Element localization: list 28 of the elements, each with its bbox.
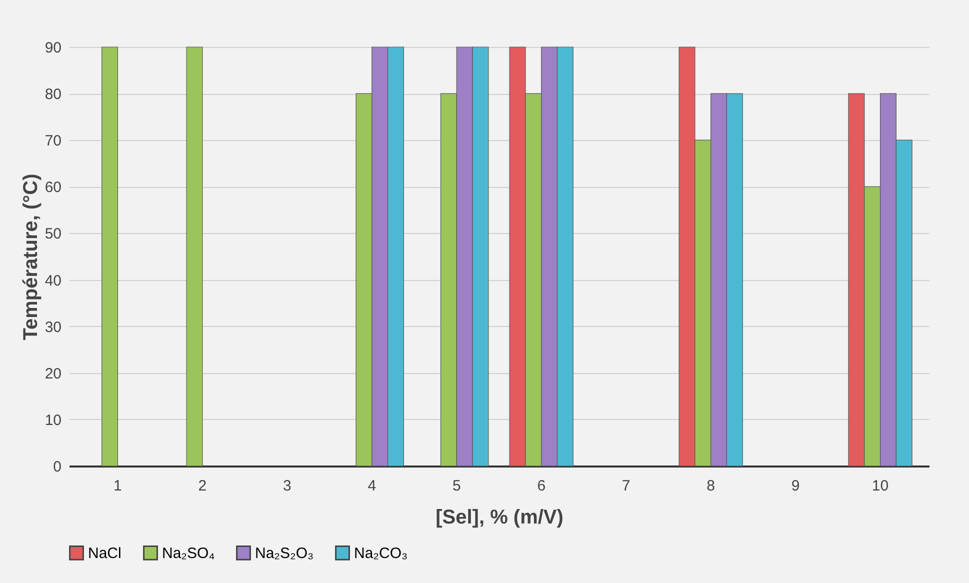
x-axis-title: [Sel], % (m/V) — [436, 506, 564, 528]
x-tick-label: 6 — [537, 478, 546, 494]
legend-label: Na₂CO₃ — [354, 544, 408, 562]
y-tick-label: 80 — [44, 86, 62, 104]
x-tick-label: 9 — [791, 478, 800, 494]
y-axis-title: Température, (°C) — [20, 174, 42, 340]
legend-label: NaCl — [88, 544, 122, 562]
x-tick-label: 5 — [452, 478, 461, 494]
x-tick-label: 8 — [706, 478, 715, 494]
y-tick-label: 10 — [44, 412, 62, 429]
y-tick-label: 50 — [44, 226, 62, 243]
x-tick-label: 4 — [368, 478, 376, 494]
legend-label: Na₂SO₄ — [162, 544, 215, 562]
y-tick-label: 20 — [44, 365, 62, 382]
x-tick-label: 7 — [622, 478, 630, 494]
y-tick-label: 90 — [44, 40, 62, 56]
y-tick-label: 60 — [44, 179, 62, 196]
y-tick-label: 0 — [53, 458, 62, 476]
x-tick-label: 2 — [198, 478, 207, 494]
bar — [186, 46, 203, 466]
y-tick-label: 70 — [44, 132, 62, 150]
x-tick-label: 3 — [283, 478, 292, 494]
y-tick-label: 40 — [44, 272, 62, 290]
x-tick-label: 1 — [114, 478, 122, 494]
legend-label: Na₂S₂O₃ — [255, 544, 314, 562]
y-tick-label: 30 — [44, 318, 62, 336]
x-tick-label: 10 — [872, 478, 889, 494]
bar — [102, 46, 118, 466]
